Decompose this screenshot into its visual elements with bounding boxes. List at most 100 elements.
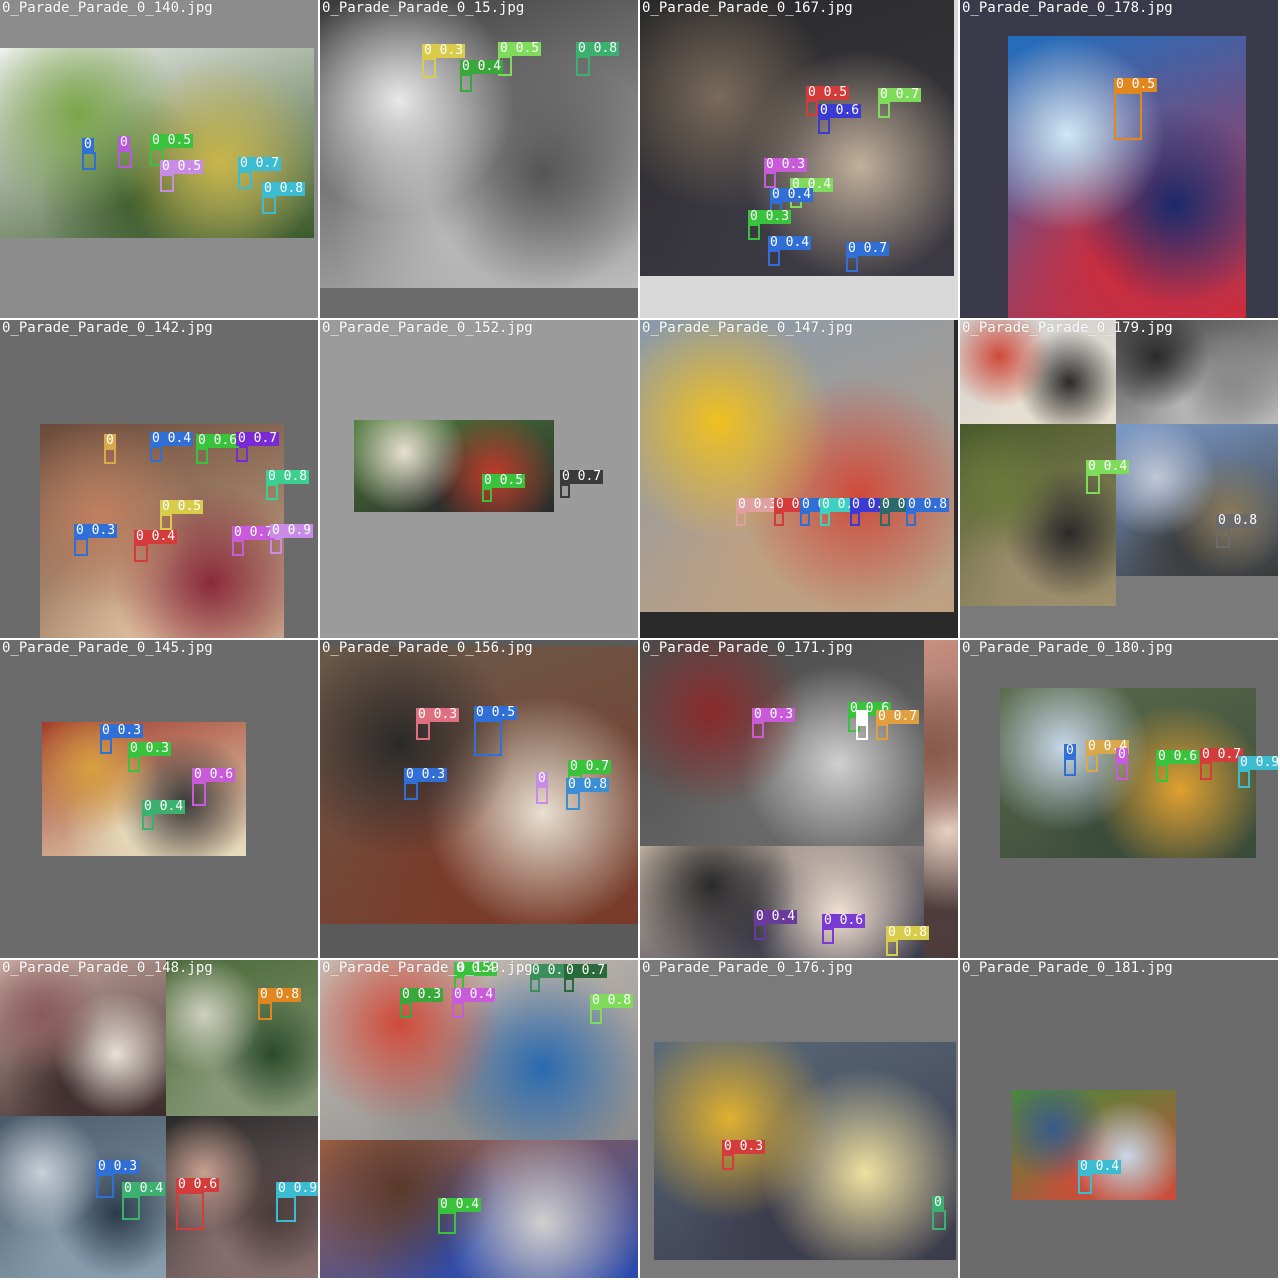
detection-box — [932, 1210, 946, 1230]
detection-box — [846, 256, 858, 272]
image-tile: 0_Parade_Parade_0_148.jpg 0 0.8 0 0.3 0 0.4… — [0, 960, 318, 1278]
image-tile: 0_Parade_Parade_0_178.jpg 0 0.5 — [960, 0, 1278, 318]
detection-box — [192, 782, 206, 806]
detection-box — [150, 446, 162, 462]
image-tile: 0_Parade_Parade_0_181.jpg 0 0.4 — [960, 960, 1278, 1278]
detection-box — [118, 150, 132, 168]
detection-label: 0 — [856, 709, 868, 724]
detection-label: 0 0.3 — [748, 209, 792, 224]
detection-label: 0 0.5 — [160, 159, 204, 174]
detection-label: 0 0.3 — [74, 523, 118, 538]
detection-label: 0 0.5 — [806, 85, 850, 100]
image-filename: 0_Parade_Parade_0_15.jpg — [322, 0, 525, 16]
detection-box — [768, 250, 780, 266]
detection-label: 0 0.8 — [886, 925, 930, 940]
detection-label: 0 — [536, 771, 548, 786]
detection-box — [800, 512, 810, 526]
detection-label: 0 — [104, 433, 116, 448]
detection-label: 0 0.5 — [1114, 77, 1158, 92]
detection-label: 0 0.6 — [192, 767, 236, 782]
detection-box — [722, 1154, 734, 1170]
detection-box — [404, 782, 418, 800]
detection-box — [416, 722, 430, 740]
photo-region — [1012, 1090, 1176, 1200]
detection-box — [82, 152, 96, 170]
image-filename: 0_Parade_Parade_0_156.jpg — [322, 640, 533, 656]
detection-label: 0 0.5 — [482, 473, 526, 488]
detection-label: 0 0.3 — [404, 767, 448, 782]
image-filename: 0_Parade_Parade_0_152.jpg — [322, 320, 533, 336]
photo-region — [1000, 688, 1256, 858]
photo-region — [640, 846, 924, 958]
image-filename: 0_Parade_Parade_0_145.jpg — [2, 640, 213, 656]
image-tile: 0_Parade_Parade_0_156.jpg 0 0.3 0 0.5 0 0.3… — [320, 640, 638, 958]
image-tile: 0_Parade_Parade_0_15.jpg 0 0.3 0 0.4 0 0.5 0… — [320, 0, 638, 318]
detection-box — [74, 538, 88, 556]
detection-label: 0 0.3 — [416, 707, 460, 722]
detection-label: 0 0.4 — [142, 799, 186, 814]
photo-region — [924, 640, 958, 958]
detection-box — [236, 446, 248, 462]
detection-box — [820, 512, 830, 526]
detection-label: 0 0.6 — [822, 913, 866, 928]
detection-box — [822, 928, 834, 944]
detection-box — [142, 814, 154, 830]
detection-label: 0 — [1064, 743, 1076, 758]
photo-region — [166, 960, 318, 1116]
detection-box — [1116, 762, 1128, 780]
detection-label: 0 0.7 — [238, 156, 282, 171]
detection-box — [160, 174, 174, 192]
image-filename: 0_Parade_Parade_0_176.jpg — [642, 960, 853, 976]
detection-box — [232, 540, 244, 556]
image-filename: 0_Parade_Parade_0_148.jpg — [2, 960, 213, 976]
detection-label: 0 0.4 — [134, 529, 178, 544]
photo-region — [960, 424, 1116, 606]
image-tile: 0_Parade_Parade_0_167.jpg 0 0.5 0 0.6 0 0.7… — [640, 0, 958, 318]
detection-label: 0 0.8 — [576, 41, 620, 56]
photo-region — [0, 1116, 166, 1278]
detection-label: 0 0.5 — [498, 41, 542, 56]
detection-box — [1200, 762, 1212, 780]
detection-label: 0 0.3 — [422, 43, 466, 58]
detection-box — [270, 538, 282, 554]
image-tile: 0_Parade_Parade_0_180.jpg 0 0 0.4 0 0 0.6 0 0… — [960, 640, 1278, 958]
image-tile: 0_Parade_Parade_0_142.jpg 0 0 0.4 0 0.6 0 0.… — [0, 320, 318, 638]
detection-label: 0 0.8 — [266, 469, 310, 484]
image-tile: 0_Parade_Parade_0_171.jpg 0 0.3 0 0.6 0 0 0.… — [640, 640, 958, 958]
detection-label: 0 0.6 — [818, 103, 862, 118]
detection-label: 0 0.5 — [150, 133, 194, 148]
detection-box — [886, 940, 898, 956]
detection-label: 0 0.4 — [438, 1197, 482, 1212]
detection-box — [806, 100, 818, 116]
image-filename: 0_Parade_Parade_0_140.jpg — [2, 0, 213, 16]
photo-region — [1116, 424, 1278, 576]
detection-box — [400, 1002, 412, 1018]
photo-region — [0, 960, 166, 1116]
image-filename: 0_Parade_Parade_0_142.jpg — [2, 320, 213, 336]
image-filename: 0_Parade_Parade_0_178.jpg — [962, 0, 1173, 16]
detection-box — [104, 448, 116, 464]
image-filename: 0_Parade_Parade_0_179.jpg — [962, 320, 1173, 336]
detection-box — [422, 58, 436, 78]
image-tile: 0_Parade_Parade_0_145.jpg 0 0.3 0 0.3 0 0.6… — [0, 640, 318, 958]
detection-label: 0 0.7 — [568, 759, 612, 774]
image-filename: 0_Parade_Parade_0_171.jpg — [642, 640, 853, 656]
detection-label: 0 0.9 — [1238, 756, 1278, 770]
detection-box — [1086, 474, 1100, 494]
detection-label: 0 0.8 — [258, 987, 302, 1002]
detection-box — [1078, 1174, 1092, 1194]
detection-box — [1114, 92, 1142, 140]
detection-box — [754, 924, 766, 940]
detection-label: 0 0.4 — [770, 187, 814, 202]
detection-label: 0 0.3 — [722, 1139, 766, 1154]
detection-label: 0 0.3 — [764, 157, 808, 172]
detection-label: 0 0.3 — [96, 1159, 140, 1174]
detection-box — [850, 512, 860, 526]
detection-box — [452, 1002, 464, 1018]
photo-region — [354, 420, 554, 512]
detection-box — [474, 720, 502, 756]
detection-label: 0 0.4 — [122, 1181, 166, 1196]
detection-box — [530, 978, 540, 992]
detection-label: 0 0.4 — [1078, 1159, 1122, 1174]
detection-box — [176, 1192, 204, 1230]
